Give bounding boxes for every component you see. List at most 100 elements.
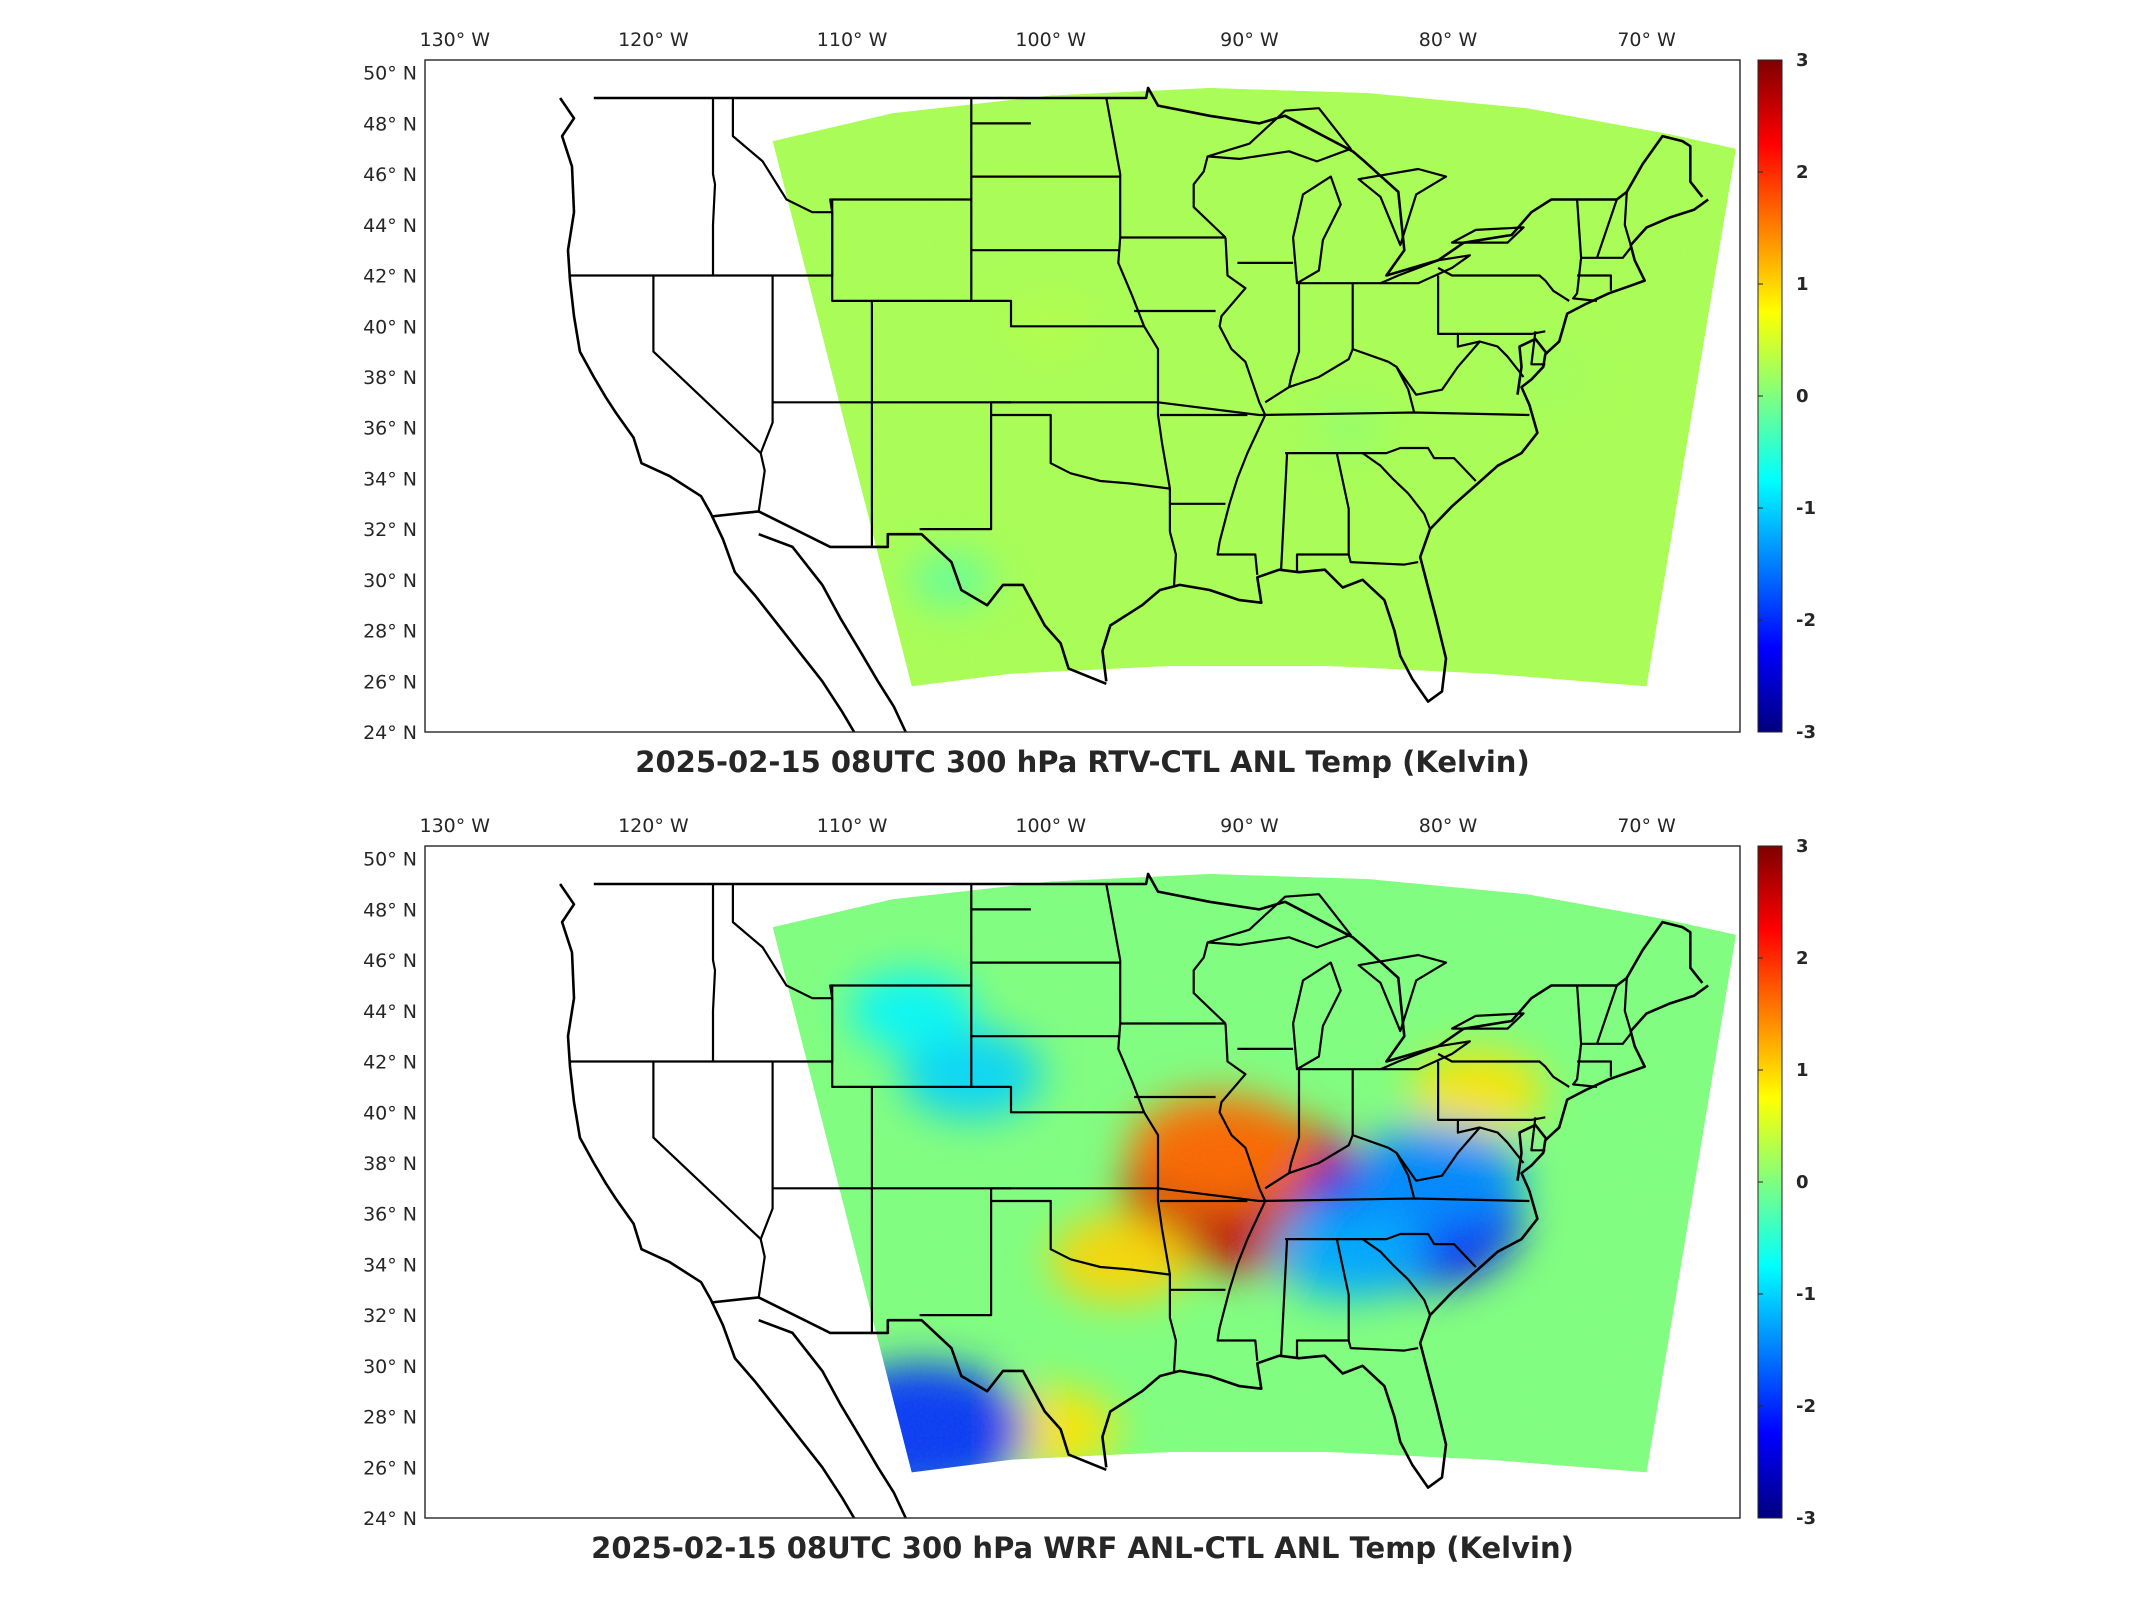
lon-tick-label: 70° W [1617,29,1676,51]
national-border-2 [710,1296,1107,1472]
lon-tick-label: 130° W [420,29,491,51]
lon-tick-label: 100° W [1015,29,1086,51]
state-border-38 [1595,985,1618,1045]
colorbar-tick-label: 3 [1796,50,1809,71]
national-border-2 [710,510,1107,686]
lat-tick-label: 42° N [363,1052,417,1074]
state-border-32 [1456,333,1525,378]
state-border-32 [1456,1119,1525,1164]
coastline-3 [1101,198,1709,703]
state-border-38 [1595,199,1618,259]
state-border-34 [1530,331,1546,366]
lon-tick-label: 120° W [618,815,689,837]
state-border-21 [1288,283,1301,388]
great-lake-2 [1292,175,1342,285]
state-border-1 [711,884,717,1062]
map-outlines [559,872,1709,1519]
lat-tick-label: 44° N [363,1001,417,1023]
state-border-13 [991,413,1171,490]
great-lake-1 [1206,107,1352,163]
great-lake-5 [1450,226,1525,244]
state-border-31 [1437,1052,1570,1088]
lat-tick-label: 38° N [363,367,417,389]
state-border-28 [1347,1340,1419,1352]
state-border-29 [1361,1238,1432,1316]
state-border-33 [1395,1126,1481,1182]
state-border-16 [1216,1023,1267,1361]
lat-tick-label: 46° N [363,950,417,972]
great-lake-4 [1379,254,1471,285]
map-frame [424,845,1741,1519]
great-lake-2 [1292,961,1342,1071]
state-border-26 [1285,1232,1477,1268]
state-border-33 [1395,340,1481,396]
lat-tick-label: 40° N [363,316,417,338]
lat-tick-label: 26° N [363,671,417,693]
national-border-1 [593,872,1704,1063]
great-lake-1 [1206,893,1352,949]
lat-tick-label: 32° N [363,519,417,541]
lon-tick-label: 110° W [817,29,888,51]
colorbar-tick-label: -3 [1796,1508,1816,1529]
state-border-34 [1530,1117,1546,1152]
colorbar-tick-label: -1 [1796,498,1816,519]
state-border-21 [1288,1069,1301,1174]
state-border-36 [1577,1060,1612,1077]
state-border-28 [1347,554,1419,566]
lat-tick-label: 48° N [363,113,417,135]
lat-tick-label: 36° N [363,1204,417,1226]
lon-tick-label: 90° W [1220,29,1279,51]
state-border-1 [711,98,717,276]
state-border-25 [1280,1239,1289,1356]
coastline-3 [1101,984,1709,1489]
state-border-4 [771,1061,1530,1203]
lon-tick-label: 100° W [1015,815,1086,837]
state-border-36 [1577,274,1612,291]
lat-tick-label: 48° N [363,899,417,921]
state-border-29 [1361,452,1432,530]
lat-tick-label: 40° N [363,1102,417,1124]
state-border-31 [1437,266,1570,302]
coastline-2 [758,1318,907,1519]
colorbar-tick-label: -3 [1796,722,1816,743]
coastline-2 [758,532,907,733]
map-outlines [559,86,1709,733]
panel-title: 2025-02-15 08UTC 300 hPa RTV-CTL ANL Tem… [635,745,1529,779]
colorbar-tick-label: -1 [1796,1284,1816,1305]
lat-tick-label: 26° N [363,1457,417,1479]
colorbar-tick-label: 0 [1796,1172,1809,1193]
colorbar-tick-label: 1 [1796,1060,1809,1081]
state-border-15 [1192,156,1227,239]
state-border-39 [1623,191,1632,246]
state-border-7 [731,884,833,1000]
state-border-39 [1623,977,1632,1032]
lat-tick-label: 44° N [363,215,417,237]
state-border-35 [1572,985,1598,1088]
temperature-difference-field [772,873,1736,1473]
lat-tick-label: 34° N [363,1254,417,1276]
great-lake-4 [1379,1040,1471,1071]
state-border-13 [991,1199,1171,1276]
lat-tick-label: 28° N [363,1407,417,1429]
coastline-1 [559,97,856,733]
coastline-4 [1516,1123,1549,1181]
colorbar-tick-label: 2 [1796,948,1809,969]
state-border-6 [831,985,1145,1114]
state-border-25 [1280,453,1289,570]
lat-tick-label: 24° N [363,1508,417,1530]
map-panel-2: 130° W 120° W 110° W 100° W 90° W 80° W 70° W 5… [363,815,1816,1565]
colorbar-tick-label: 1 [1796,274,1809,295]
map-frame [424,59,1741,733]
great-lake-5 [1450,1012,1525,1030]
lat-tick-label: 28° N [363,621,417,643]
lat-tick-label: 34° N [363,468,417,490]
state-border-35 [1572,199,1598,302]
lat-tick-label: 30° N [363,1356,417,1378]
state-border-16 [1216,237,1267,575]
lon-tick-label: 90° W [1220,815,1279,837]
colorbar-tick-label: 3 [1796,836,1809,857]
colorbar-tick-label: 2 [1796,162,1809,183]
lat-tick-label: 46° N [363,164,417,186]
state-border-26 [1285,446,1477,482]
